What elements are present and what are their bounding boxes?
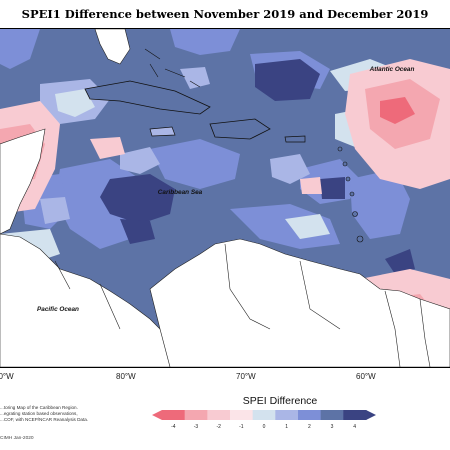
legend-swatch [207,410,231,420]
country-borders [54,243,431,367]
map-area: Atlantic Ocean Caribbean Sea Pacific Oce… [0,28,450,368]
longitude-label-80w: 80°W [116,372,136,381]
land-masses [0,29,450,367]
map-title: SPEI1 Difference between November 2019 a… [21,7,429,21]
longitude-label-90w: 90°W [0,372,14,381]
legend-tick-label: -2 [216,424,221,430]
copyright-text: CIMH Jan-2020 [0,436,34,441]
footer-note-1: ...toring Map of the Caribbean Region. [0,405,78,410]
legend-colorbar: -4 -3 -2 -1 0 1 2 3 4 [152,410,376,430]
legend-swatch [298,410,322,420]
longitude-label-60w: 60°W [356,372,376,381]
legend-tick-label: 0 [263,424,266,430]
legend-swatch [320,410,344,420]
longitude-label-70w: 70°W [236,372,256,381]
legend-tick-label: 1 [285,424,288,430]
cuba-outline [84,80,211,115]
legend-tick-label: -4 [171,424,176,430]
legend-tick-label: -1 [239,424,244,430]
footer-note-2: ...egrating station based observations, [0,411,78,416]
puerto-rico-outline [284,135,306,143]
spei-plus3-zones [100,59,415,274]
atlantic-label: Atlantic Ocean [369,66,415,73]
legend-arrow-left [152,410,162,420]
lesser-antilles-outline [337,146,364,243]
legend-swatch [275,410,299,420]
legend-swatch [230,410,254,420]
legend-tick-label: 3 [331,424,334,430]
legend-title: SPEI Difference [242,395,318,407]
pacific-label: Pacific Ocean [37,306,79,313]
legend-swatch [252,410,276,420]
legend-swatch [184,410,208,420]
legend-swatch [162,410,186,420]
caribbean-label: Caribbean Sea [158,189,203,196]
legend-tick-label: 2 [308,424,311,430]
legend-tick-label: -3 [194,424,199,430]
footer-note-3: ...COF, with NCEP/NCAR Reanalysis Data. [0,417,89,422]
bahamas-outline [144,48,201,88]
jamaica-outline [149,126,176,137]
legend-tick-label: 4 [353,424,356,430]
legend-arrow-right [366,410,376,420]
legend-swatch [343,410,367,420]
hispaniola-outline [209,118,271,140]
